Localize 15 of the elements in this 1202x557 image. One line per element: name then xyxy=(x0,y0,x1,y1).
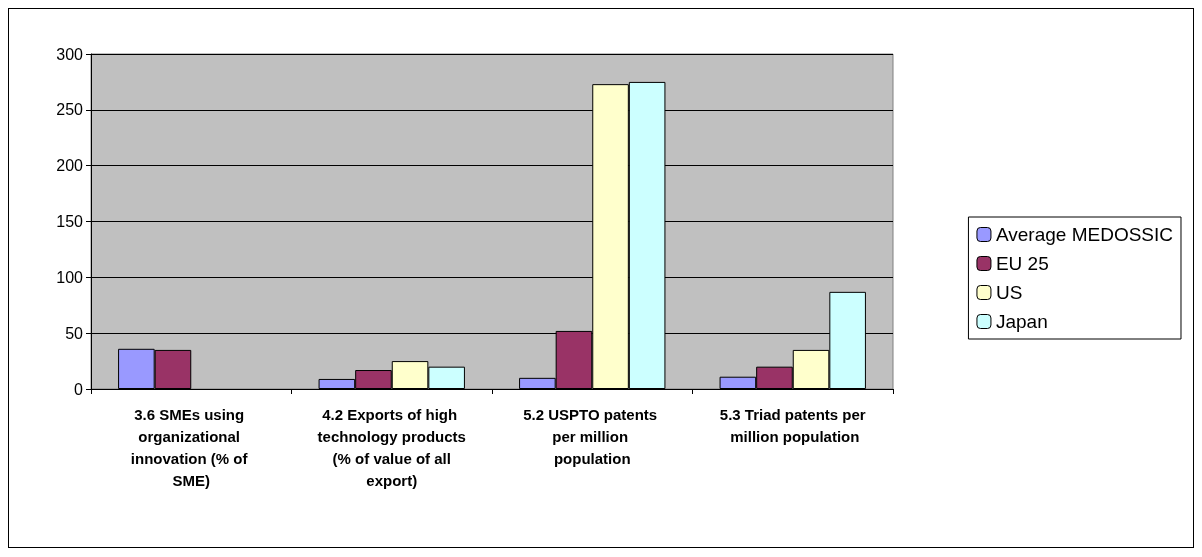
y-tick-label: 50 xyxy=(65,324,84,342)
legend-label: EU 25 xyxy=(995,253,1049,274)
y-tick-label: 250 xyxy=(56,101,84,119)
x-tick-label: 5.3 Triad patents per million population xyxy=(719,405,866,445)
y-tick-label: 0 xyxy=(74,380,84,398)
legend-label: US xyxy=(995,282,1023,303)
legend-label: Average MEDOSSIC xyxy=(995,224,1174,245)
y-tick-label: 200 xyxy=(56,157,84,175)
y-tick-label: 300 xyxy=(56,45,84,63)
x-tick-label: 4.2 Exports of high technology products (% of value of all export) xyxy=(317,405,466,489)
y-tick-label: 150 xyxy=(56,213,84,230)
x-tick-label: 5.2 USPTO patents per million population xyxy=(523,405,662,467)
x-tick-label: 3.6 SMEs using organizational innovation (% of SME) xyxy=(130,405,252,489)
y-tick-label: 100 xyxy=(56,268,84,286)
legend-label: Japan xyxy=(995,311,1048,332)
